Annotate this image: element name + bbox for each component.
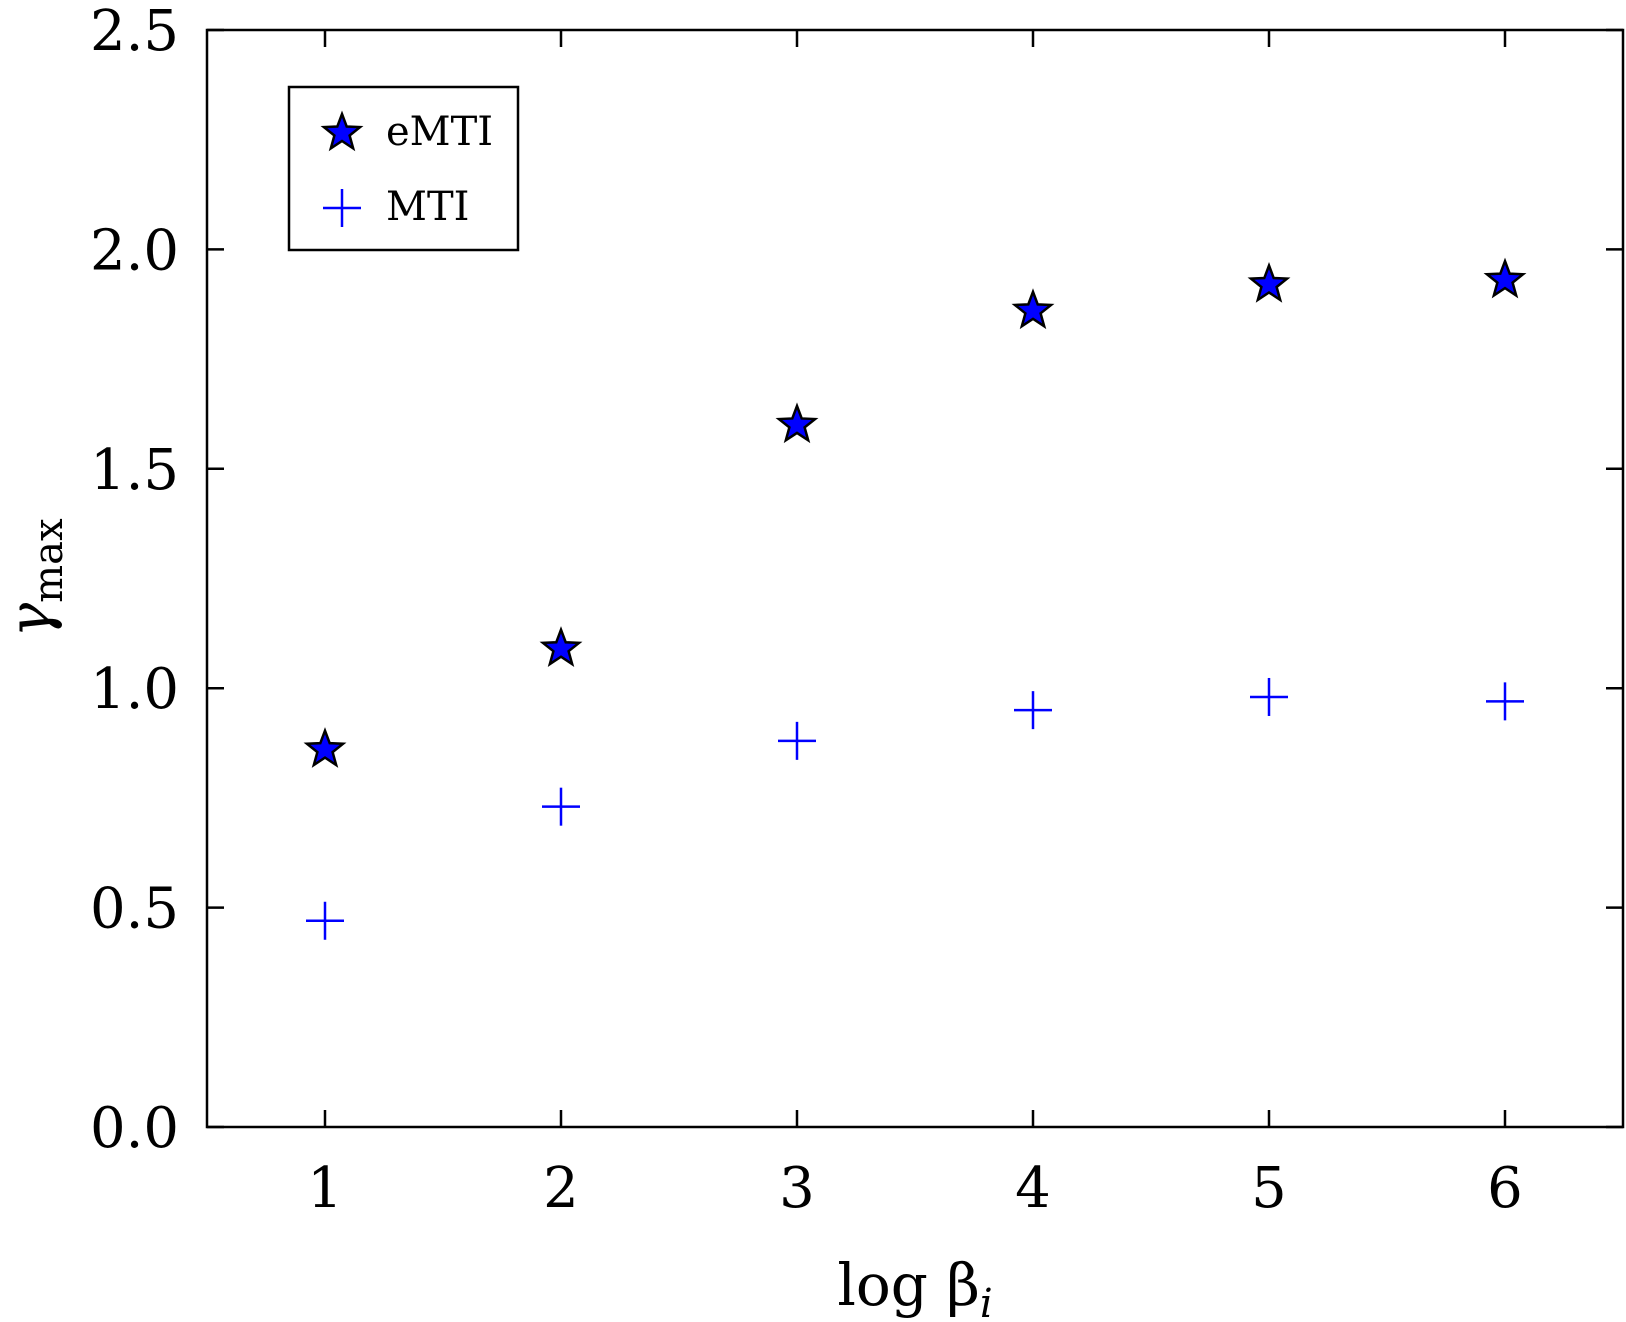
- emti-point: [303, 727, 347, 768]
- x-tick-label: 6: [1487, 1156, 1523, 1221]
- y-tick-label: 2.0: [90, 218, 179, 283]
- y-tick-label: 2.5: [90, 0, 179, 64]
- legend-label-emti: eMTI: [386, 109, 493, 155]
- legend: eMTI MTI: [287, 85, 520, 252]
- legend-star-icon: [320, 110, 364, 152]
- legend-plus-icon: [323, 189, 361, 227]
- mti-point: [1014, 691, 1052, 730]
- x-axis-label: log βi: [837, 1251, 992, 1322]
- data-markers: [303, 257, 1527, 940]
- y-tick-label: 1.0: [90, 657, 179, 722]
- emti-point: [539, 626, 583, 667]
- y-axis-label: γmax: [0, 518, 72, 637]
- mti-point: [778, 721, 816, 760]
- axis-ticks: [207, 28, 1623, 1129]
- emti-point: [1483, 257, 1527, 299]
- mti-point: [1250, 677, 1288, 716]
- legend-star-marker: [320, 110, 364, 152]
- legend-label-mti: MTI: [386, 184, 469, 230]
- tick-labels: 1 2 3 4 5 6 0.0 0.5 1.0 1.5 2.0 2.5: [90, 0, 1523, 1221]
- y-tick-label: 0.0: [90, 1096, 179, 1161]
- y-axis-label-sub: max: [26, 518, 72, 603]
- mti-point: [306, 901, 344, 940]
- x-tick-label: 1: [307, 1156, 343, 1221]
- x-tick-label: 4: [1015, 1156, 1051, 1221]
- legend-plus-marker: [323, 189, 361, 227]
- plot-frame: [205, 28, 1625, 1129]
- legend-box: [287, 85, 520, 252]
- x-tick-label: 2: [543, 1156, 579, 1221]
- y-tick-label: 0.5: [90, 877, 179, 942]
- mti-point: [542, 787, 580, 826]
- x-tick-label: 5: [1251, 1156, 1287, 1221]
- x-axis-label-sub: i: [980, 1281, 993, 1322]
- emti-point: [1011, 288, 1055, 330]
- y-tick-label: 1.5: [90, 438, 179, 503]
- x-axis-label-main: log β: [837, 1251, 980, 1319]
- y-axis-label-main: γ: [0, 603, 64, 638]
- mti-point: [1486, 682, 1524, 721]
- emti-point: [1247, 261, 1291, 303]
- emti-point: [775, 402, 819, 444]
- x-tick-label: 3: [779, 1156, 815, 1221]
